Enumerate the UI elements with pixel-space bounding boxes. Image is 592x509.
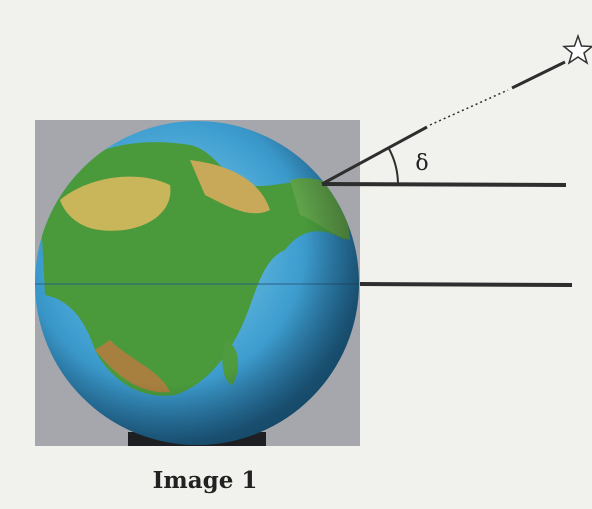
globe (35, 121, 360, 445)
figure: δ Image 1 (0, 0, 592, 509)
angle-label: δ (415, 151, 428, 176)
equator-line (360, 284, 572, 285)
caption: Image 1 (153, 467, 258, 494)
horizon-line (322, 184, 566, 185)
